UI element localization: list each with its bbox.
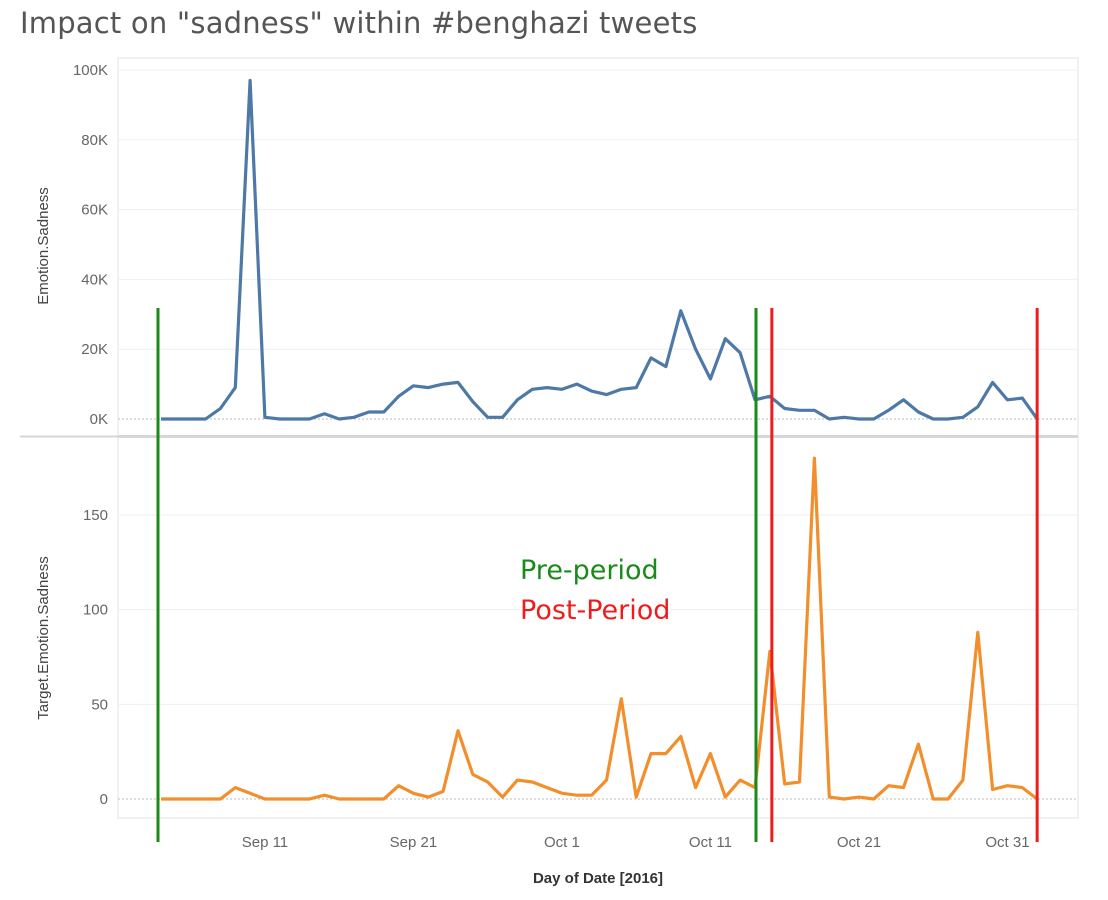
chart-title: Impact on "sadness" within #benghazi twe… [20, 6, 698, 40]
top-panel-y-tick-label: 0K [90, 411, 108, 428]
bottom-panel-y-ticks: 0 50 100 150 [83, 507, 108, 808]
top-panel-y-tick-label: 100K [73, 62, 108, 79]
pre-period-label: Pre-period [520, 555, 659, 586]
bottom-panel-y-tick-label: 100 [83, 602, 108, 619]
bottom-panel-y-tick-label: 50 [91, 696, 108, 713]
period-markers [156, 308, 1039, 842]
top-panel-y-tick-label: 60K [81, 202, 108, 219]
x-axis-title: Day of Date [2016] [533, 870, 663, 887]
series-lines [161, 78, 1039, 801]
target-emotion-sadness-line [161, 456, 1039, 801]
top-panel-y-tick-label: 20K [81, 341, 108, 358]
x-tick-label: Oct 21 [837, 834, 881, 851]
x-tick-label: Oct 11 [689, 834, 732, 851]
bottom-panel-y-axis-title: Target.Emotion.Sadness [35, 556, 52, 719]
top-panel-y-ticks: 0K 20K 40K 60K 80K 100K [73, 62, 108, 428]
x-tick-label: Sep 21 [390, 834, 438, 851]
chart-frame [20, 57, 1079, 819]
top-panel-y-tick-label: 80K [81, 132, 108, 149]
x-axis-ticks: Sep 11 Sep 21 Oct 1 Oct 11 Oct 21 Oct 31 [242, 834, 1030, 851]
x-tick-label: Sep 11 [242, 834, 288, 851]
post-period-label: Post-Period [520, 595, 670, 626]
top-panel-y-axis-title: Emotion.Sadness [35, 187, 52, 305]
top-panel-y-tick-label: 40K [81, 271, 108, 288]
emotion-sadness-line [161, 78, 1039, 421]
x-tick-label: Oct 1 [544, 834, 580, 851]
bottom-panel-y-tick-label: 150 [83, 507, 108, 524]
x-tick-label: Oct 31 [985, 834, 1029, 851]
bottom-panel-y-tick-label: 0 [100, 791, 108, 808]
